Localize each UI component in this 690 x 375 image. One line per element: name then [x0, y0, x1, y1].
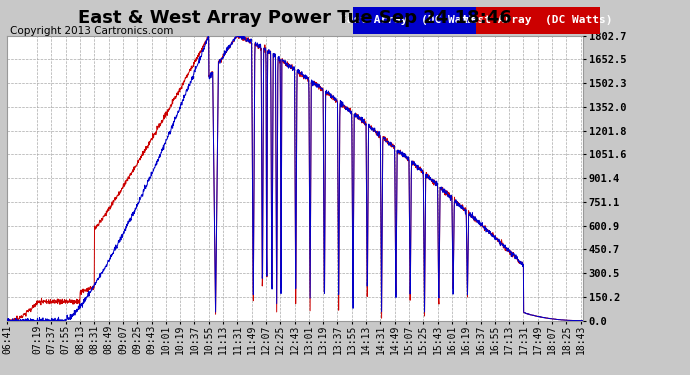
Text: East & West Array Power Tue Sep 24 18:46: East & West Array Power Tue Sep 24 18:46 [78, 9, 512, 27]
Text: Copyright 2013 Cartronics.com: Copyright 2013 Cartronics.com [10, 26, 174, 36]
Text: West Array  (DC Watts): West Array (DC Watts) [464, 15, 613, 25]
Text: East Array  (DC Watts): East Array (DC Watts) [340, 15, 489, 25]
